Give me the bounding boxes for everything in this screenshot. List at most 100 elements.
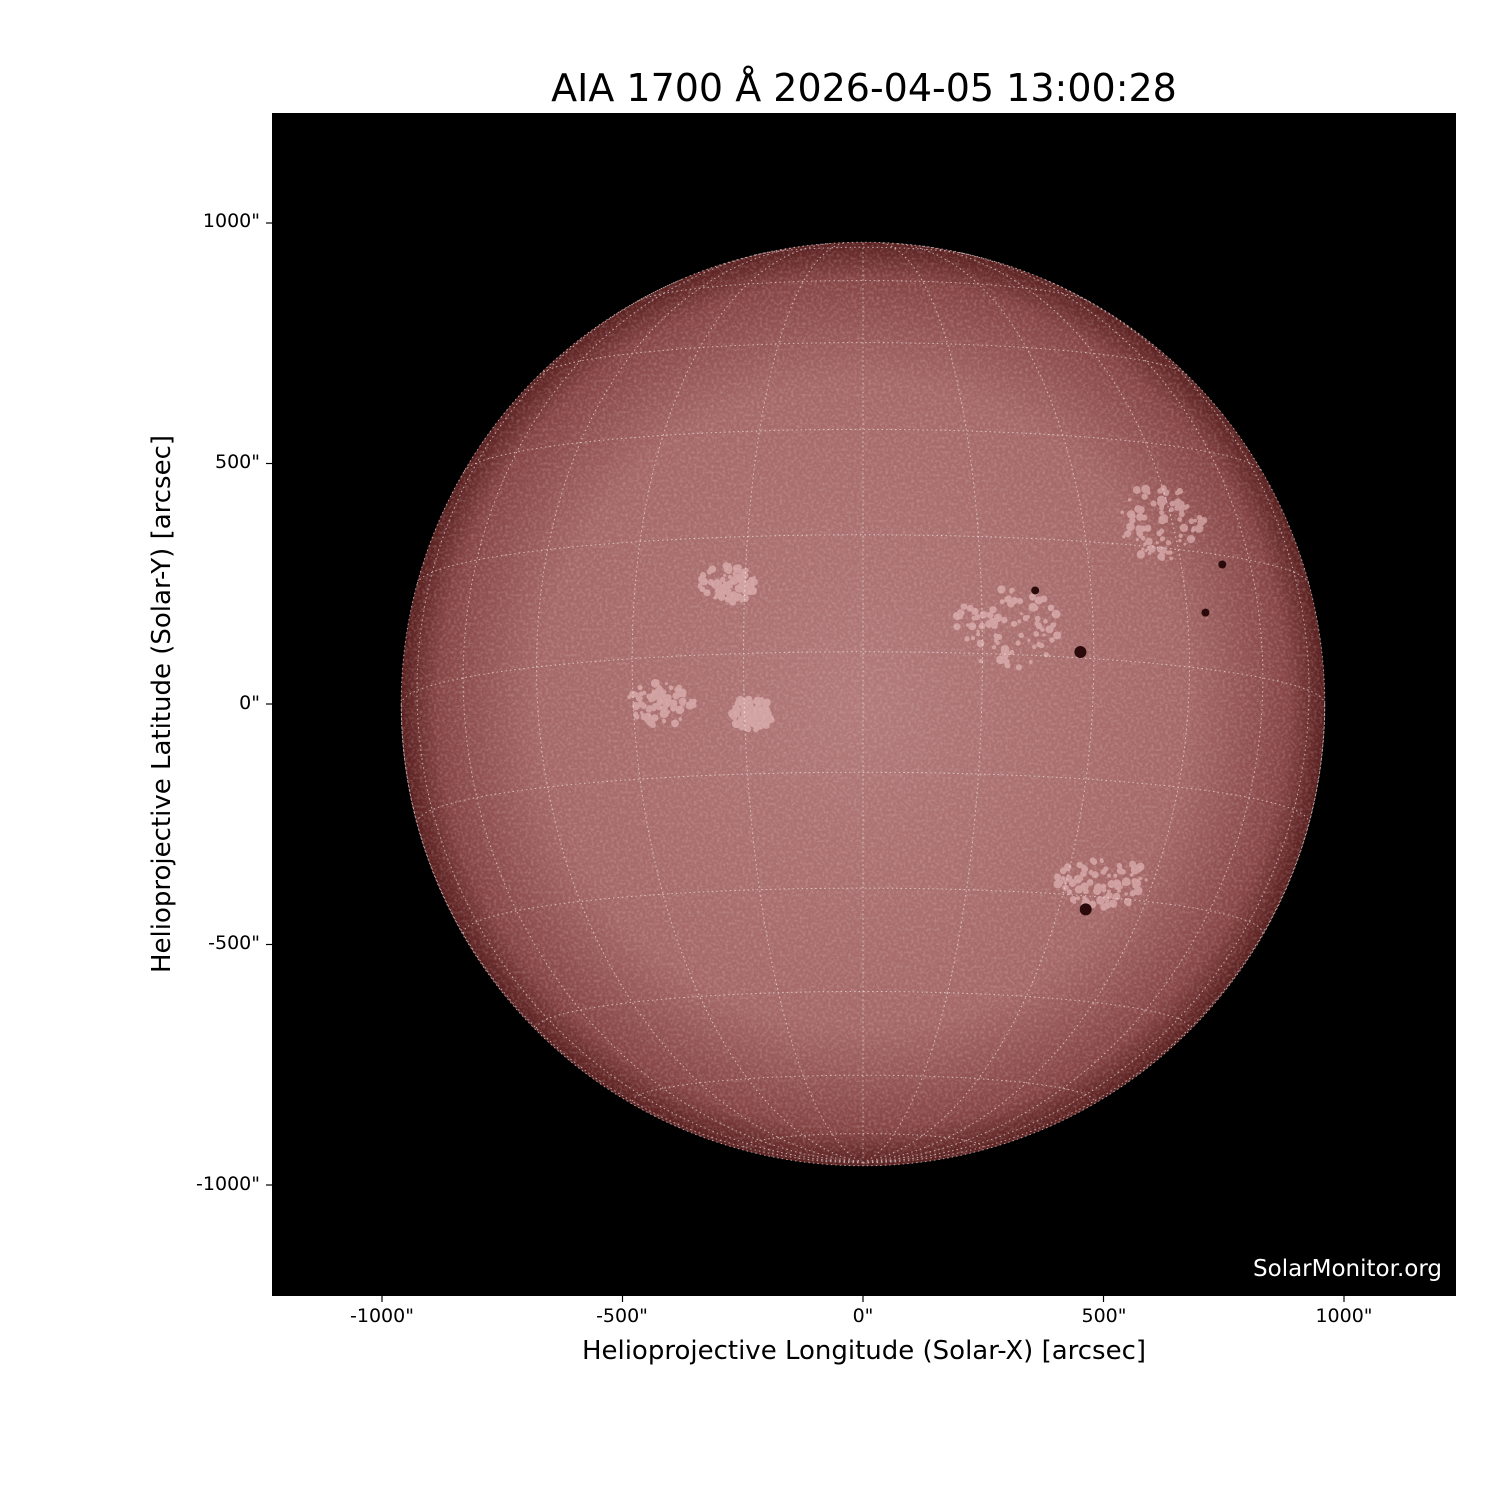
plage-patch xyxy=(732,564,742,573)
plage-patch xyxy=(992,645,997,650)
plage-patch xyxy=(1075,896,1081,901)
plage-patch xyxy=(640,703,647,709)
plage-patch xyxy=(989,606,997,614)
plage-patch xyxy=(1099,858,1104,862)
plage-patch xyxy=(654,687,661,694)
plage-patch xyxy=(1177,516,1182,522)
plage-patch xyxy=(731,600,735,604)
x-tick-label: 1000" xyxy=(1315,1305,1373,1327)
plage-patch xyxy=(752,722,761,731)
plage-patch xyxy=(1200,516,1208,524)
plage-patch xyxy=(1140,535,1146,541)
plage-regions xyxy=(627,484,1208,911)
plage-patch xyxy=(1158,528,1165,534)
plage-patch xyxy=(707,579,715,586)
plage-patch xyxy=(638,691,644,697)
plage-patch xyxy=(1169,556,1173,561)
plage-patch xyxy=(700,577,708,586)
plage-patch xyxy=(1155,541,1159,545)
plage-patch xyxy=(643,713,650,719)
plage-patch xyxy=(648,697,654,703)
plage-patch xyxy=(1127,498,1132,502)
plage-patch xyxy=(1183,542,1187,546)
plage-patch xyxy=(970,636,975,641)
sunspot xyxy=(1031,586,1040,595)
plage-patch xyxy=(737,715,746,723)
plage-patch xyxy=(1129,517,1136,524)
plage-patch xyxy=(1100,868,1107,875)
plage-patch xyxy=(1129,860,1137,868)
watermark: SolarMonitor.org xyxy=(1253,1256,1442,1282)
plage-patch xyxy=(1053,873,1062,881)
plage-patch xyxy=(1107,889,1111,894)
y-tick-label: -500" xyxy=(208,932,260,954)
plage-patch xyxy=(646,719,654,726)
plage-patch xyxy=(1178,538,1182,543)
plage-patch xyxy=(953,623,961,631)
plage-patch xyxy=(629,690,637,698)
plage-patch xyxy=(1113,873,1118,878)
plage-patch xyxy=(1107,880,1116,889)
plage-patch xyxy=(1038,642,1045,649)
plage-patch xyxy=(727,574,733,580)
plage-patch xyxy=(1040,627,1045,632)
plage-patch xyxy=(1089,879,1094,884)
plage-patch xyxy=(633,711,639,717)
plage-patch xyxy=(1018,632,1024,639)
plage-patch xyxy=(746,717,753,724)
plage-patch xyxy=(690,702,697,709)
plage-patch xyxy=(731,719,741,729)
latitude-line xyxy=(536,991,1190,1029)
plage-patch xyxy=(1101,883,1107,889)
plage-patch xyxy=(1080,864,1086,869)
longitude-line xyxy=(416,278,864,1164)
plage-patch xyxy=(752,706,758,712)
plage-patch xyxy=(730,591,738,598)
plage-patch xyxy=(1048,627,1053,632)
plage-patch xyxy=(1076,879,1080,883)
plage-patch xyxy=(1028,659,1033,664)
y-tick-label: 1000" xyxy=(202,210,260,232)
longitude-line xyxy=(535,245,864,1164)
plage-patch xyxy=(995,640,1000,646)
plage-patch xyxy=(1188,518,1195,525)
latitude-line xyxy=(636,279,1090,302)
plage-patch xyxy=(1129,872,1134,877)
x-tick-label: -500" xyxy=(596,1305,648,1327)
plage-patch xyxy=(697,584,703,589)
plage-patch xyxy=(753,696,763,706)
plage-patch xyxy=(724,596,732,603)
plage-patch xyxy=(1147,544,1156,553)
plage-patch xyxy=(1120,510,1125,515)
plage-patch xyxy=(748,578,753,583)
plage-patch xyxy=(1157,552,1165,561)
plage-patch xyxy=(960,603,968,610)
plage-patch xyxy=(1141,493,1148,500)
plage-patch xyxy=(714,592,721,599)
plage-patch xyxy=(986,611,994,619)
plage-patch xyxy=(1141,547,1145,551)
longitude-line xyxy=(462,252,864,1164)
plage-patch xyxy=(646,693,652,699)
plage-patch xyxy=(658,692,667,701)
plage-patch xyxy=(1131,878,1138,885)
plage-patch xyxy=(1136,862,1145,871)
plage-patch xyxy=(662,719,667,724)
chart-title: AIA 1700 Å 2026-04-05 13:00:28 xyxy=(551,66,1177,110)
plage-patch xyxy=(1165,540,1172,546)
plage-patch xyxy=(1174,500,1179,505)
plage-patch xyxy=(729,584,733,589)
plage-patch xyxy=(1043,651,1049,658)
plage-patch xyxy=(1133,886,1143,896)
y-tick-label: -1000" xyxy=(196,1173,260,1195)
sunspot xyxy=(1074,646,1087,659)
plage-patch xyxy=(1178,533,1183,539)
plage-patch xyxy=(1160,503,1165,508)
plage-patch xyxy=(650,679,660,688)
plage-patch xyxy=(1009,587,1015,593)
plage-patch xyxy=(993,633,999,639)
plage-patch xyxy=(1136,513,1144,521)
plage-patch xyxy=(1001,619,1005,623)
plage-patch xyxy=(637,684,643,691)
limb-circle xyxy=(400,241,1326,1167)
